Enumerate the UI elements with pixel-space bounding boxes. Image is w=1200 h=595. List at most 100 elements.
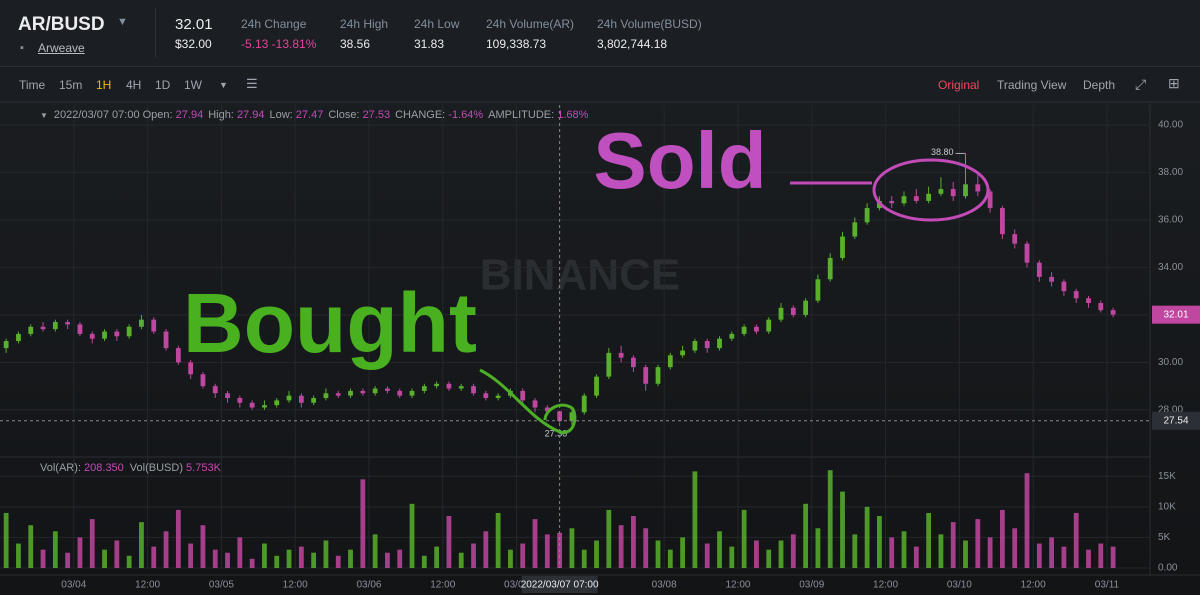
vol-value: 208.350 xyxy=(84,462,124,474)
volume-bar xyxy=(717,531,722,568)
info-label: Low: xyxy=(269,109,293,121)
plot: 28.0030.0032.0034.0036.0038.0040.000.005… xyxy=(0,105,1200,593)
volume-bar xyxy=(298,546,304,568)
candle-body xyxy=(815,279,821,301)
settings-icon[interactable]: ☰ xyxy=(246,76,258,91)
volume-bar xyxy=(163,531,169,568)
volume-bar xyxy=(89,519,95,568)
layout-icon[interactable]: ⊞ xyxy=(1168,75,1180,91)
interval-tab[interactable]: 1H xyxy=(96,78,112,92)
volume-tick-label: 10K xyxy=(1158,501,1176,512)
candle-body xyxy=(3,341,9,349)
volume-bar xyxy=(631,516,636,568)
volume-bar xyxy=(889,537,895,568)
volume-tick-label: 0.00 xyxy=(1158,563,1178,574)
volume-bar xyxy=(766,549,772,568)
interval-tab[interactable]: 4H xyxy=(126,78,142,92)
candle-body xyxy=(421,386,427,391)
interval-tab[interactable]: 15m xyxy=(59,78,83,92)
candle-body xyxy=(520,390,526,401)
candle-body xyxy=(1000,208,1005,235)
coin-name[interactable]: Arweave xyxy=(38,41,85,55)
info-value: 27.94 xyxy=(175,109,204,121)
interval-tab[interactable]: Time xyxy=(19,78,46,92)
candle-body xyxy=(581,395,587,413)
view-tab[interactable]: Depth xyxy=(1083,78,1116,92)
interval-tab[interactable]: 1W xyxy=(184,78,202,92)
volume-bar xyxy=(877,516,882,568)
stat-label: 24h Change xyxy=(241,17,307,31)
volume-tick-label: 5K xyxy=(1158,532,1171,543)
candle-body xyxy=(385,388,390,391)
candle-body xyxy=(1061,281,1067,292)
volume-bar xyxy=(790,534,796,568)
crosshair-time: 2022/03/07 07:00 xyxy=(521,580,599,591)
volume-bar xyxy=(471,543,476,568)
info-label: CHANGE: xyxy=(395,109,446,121)
volume-bar xyxy=(188,543,194,568)
stat-label: 24h Low xyxy=(414,17,460,31)
candle-body xyxy=(1049,276,1055,282)
volume-bar xyxy=(323,540,329,568)
volume-bar xyxy=(692,471,698,568)
y-tick-label: 28.00 xyxy=(1158,405,1183,416)
candle-body xyxy=(139,319,144,327)
candle-body xyxy=(717,338,722,349)
candle-body xyxy=(532,400,538,408)
stat-value: 31.83 xyxy=(414,37,445,51)
volume-bar xyxy=(606,509,612,568)
volume-bar xyxy=(102,549,107,568)
sold-circle xyxy=(872,158,990,222)
candle-body xyxy=(741,326,747,334)
x-tick-label: 12:00 xyxy=(283,580,308,591)
volume-bar xyxy=(778,540,784,568)
volume-bar xyxy=(151,546,157,568)
candle-body xyxy=(262,405,267,408)
candle-body xyxy=(643,367,649,384)
view-tab[interactable]: Trading View xyxy=(997,78,1067,92)
volume-bar xyxy=(1061,546,1067,568)
candle-body xyxy=(778,307,784,320)
collapse-icon[interactable]: ▼ xyxy=(40,111,48,120)
interval-tab[interactable]: 1D xyxy=(155,78,171,92)
volume-bar xyxy=(926,512,932,568)
candle-body xyxy=(963,184,968,197)
candle-body xyxy=(28,326,34,334)
volume-bar xyxy=(65,552,71,568)
volume-bar xyxy=(1012,528,1018,568)
candle-body xyxy=(114,331,120,337)
volume-bar xyxy=(348,549,353,568)
candle-body xyxy=(360,390,366,394)
stat-value: 3,802,744.18 xyxy=(597,37,668,51)
info-label: Open: xyxy=(142,109,173,121)
fullscreen-icon[interactable]: ⤢ xyxy=(1135,76,1147,92)
candle-body xyxy=(163,331,169,349)
dropdown-icon[interactable]: ▼ xyxy=(117,16,128,28)
candle-body xyxy=(704,341,710,349)
volume-bar xyxy=(1086,549,1091,568)
pair[interactable]: AR/BUSD xyxy=(18,14,105,35)
volume-bar xyxy=(139,522,144,568)
candle-body xyxy=(458,386,464,389)
candle-body xyxy=(200,374,206,387)
view-tab[interactable]: Original xyxy=(938,78,980,92)
volume-bar xyxy=(729,546,735,568)
volume-bar xyxy=(409,503,415,568)
candle-body xyxy=(790,307,796,315)
info-time: 2022/03/07 07:00 xyxy=(53,109,140,121)
volume-bar xyxy=(249,558,255,568)
x-tick-label: 03/11 xyxy=(1095,580,1120,591)
volume-bar xyxy=(483,531,489,568)
vol-label: Vol(BUSD) xyxy=(129,462,183,474)
stat-label: 24h High xyxy=(340,17,389,31)
candle-body xyxy=(1036,262,1042,277)
more-icon[interactable]: ▼ xyxy=(219,80,228,90)
volume-bar xyxy=(520,543,526,568)
x-tick-label: 03/06 xyxy=(356,580,381,591)
candle-body xyxy=(852,222,858,237)
volume-bar xyxy=(643,528,649,568)
candle-body xyxy=(188,362,194,375)
volume-bar xyxy=(397,549,403,568)
info-label: AMPLITUDE: xyxy=(488,109,555,121)
